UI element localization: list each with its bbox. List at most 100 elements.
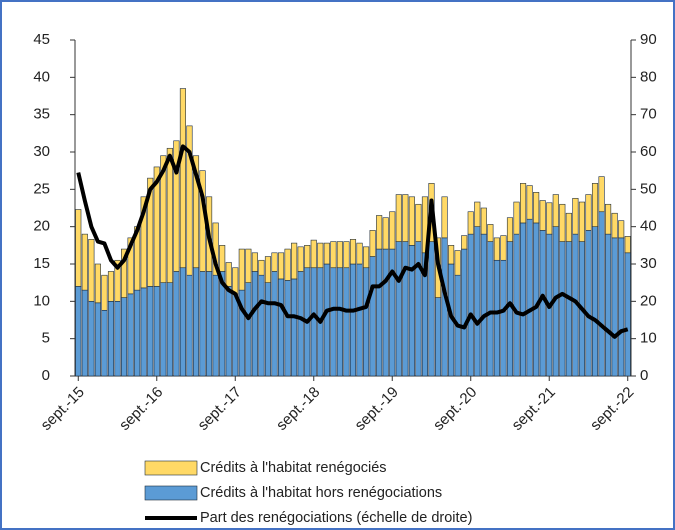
- bar: [107, 301, 115, 377]
- bar: [330, 267, 337, 377]
- bar: [467, 211, 474, 235]
- bar: [487, 224, 494, 242]
- bar: [225, 262, 232, 287]
- bar: [121, 297, 128, 377]
- bar: [618, 237, 625, 377]
- bar: [258, 274, 265, 377]
- y2-tick-label: 30: [640, 255, 657, 272]
- bar: [533, 222, 540, 377]
- bar: [441, 237, 448, 377]
- y-tick-label: 15: [33, 255, 50, 272]
- line: [76, 144, 629, 339]
- bar: [343, 267, 350, 377]
- bar: [526, 185, 533, 220]
- y2-tick-label: 20: [640, 292, 657, 309]
- bar: [480, 207, 487, 235]
- y-tick-label: 0: [42, 367, 50, 384]
- bar: [500, 235, 507, 261]
- y-tick-label: 45: [33, 31, 50, 48]
- bar: [605, 203, 612, 235]
- bar: [461, 235, 468, 250]
- bar: [206, 271, 213, 377]
- bar: [94, 302, 101, 377]
- bar: [415, 241, 422, 377]
- bar: [605, 233, 612, 377]
- y2-tick-label: 40: [640, 218, 657, 235]
- bar: [356, 242, 363, 265]
- bar: [336, 241, 343, 269]
- bar: [271, 252, 278, 272]
- bar: [585, 230, 592, 377]
- bar: [539, 230, 546, 377]
- bar: [310, 267, 317, 377]
- y2-tick-label: 50: [640, 180, 657, 197]
- bar: [271, 271, 278, 377]
- bar: [369, 256, 376, 377]
- bar: [591, 183, 599, 227]
- bar: [520, 222, 527, 377]
- bar: [611, 237, 618, 377]
- bar: [382, 217, 389, 250]
- y-tick-label: 5: [42, 330, 50, 347]
- bar: [552, 194, 559, 227]
- bar: [428, 241, 435, 377]
- bar: [382, 248, 389, 377]
- bar: [225, 286, 232, 377]
- bar: [81, 289, 88, 377]
- bar: [395, 241, 402, 377]
- bar: [395, 194, 402, 242]
- bar: [121, 248, 128, 298]
- bar: [277, 278, 285, 377]
- bar: [415, 203, 422, 242]
- bar: [258, 259, 265, 276]
- bar: [140, 287, 147, 377]
- bar: [114, 301, 121, 377]
- bar: [173, 140, 180, 272]
- bar: [618, 220, 625, 239]
- bar: [199, 271, 206, 377]
- bar: [134, 289, 141, 377]
- bar: [363, 246, 370, 269]
- bar: [559, 241, 566, 377]
- bar: [526, 218, 533, 377]
- bar: [153, 166, 160, 287]
- bar: [402, 194, 409, 242]
- bar: [500, 259, 507, 377]
- legend-swatch: [144, 460, 198, 476]
- bar: [598, 211, 605, 377]
- legend-label: Crédits à l'habitat hors renégociations: [200, 485, 442, 501]
- y2-tick-label: 70: [640, 106, 657, 123]
- legend-swatch: [144, 485, 198, 501]
- bar: [585, 194, 592, 231]
- bar: [81, 233, 88, 291]
- bar: [624, 236, 631, 254]
- bar: [264, 282, 272, 377]
- y2-tick-label: 90: [640, 31, 657, 48]
- bar: [474, 226, 481, 377]
- bar: [251, 252, 258, 272]
- bar: [147, 286, 154, 377]
- bar: [533, 192, 540, 224]
- bar: [480, 233, 487, 377]
- y-tick-label: 35: [33, 106, 50, 123]
- bar: [434, 297, 442, 377]
- bar: [232, 267, 239, 295]
- bar: [186, 274, 193, 377]
- bar: [251, 271, 258, 377]
- bar: [179, 267, 186, 377]
- bar: [192, 155, 200, 269]
- bar: [88, 239, 95, 302]
- bar: [513, 201, 520, 235]
- bar: [245, 248, 252, 283]
- bar: [389, 211, 396, 250]
- bar: [624, 252, 631, 377]
- bar: [336, 267, 343, 377]
- bar: [323, 263, 330, 377]
- bar: [186, 125, 193, 276]
- bar: [219, 245, 226, 272]
- bar: [160, 155, 167, 283]
- bar: [160, 282, 167, 377]
- bar: [291, 278, 298, 377]
- bar: [101, 274, 108, 311]
- bar: [369, 230, 376, 257]
